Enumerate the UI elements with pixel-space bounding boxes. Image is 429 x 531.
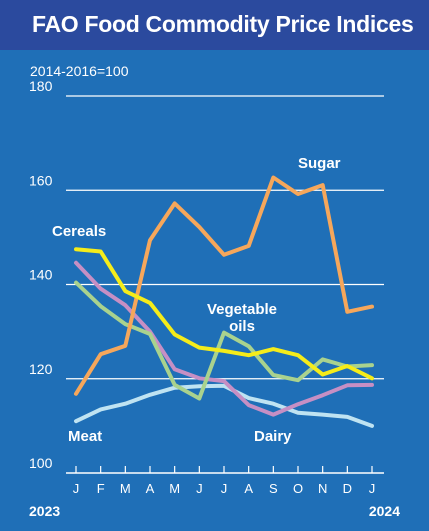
x-tick-label-6: J	[221, 481, 228, 496]
series-line-sugar	[74, 175, 374, 396]
x-tick-label-12: J	[369, 481, 376, 496]
series-label-vegetable-oils: Vegetable oils	[207, 301, 277, 335]
chart-title: FAO Food Commodity Price Indices	[32, 11, 414, 37]
x-tick-label-3: A	[146, 481, 155, 496]
x-tick-label-11: D	[343, 481, 352, 496]
year-label-2024: 2024	[369, 503, 400, 519]
y-tick-label-180: 180	[29, 78, 53, 94]
series-line-cereals	[74, 247, 374, 381]
y-tick-label-100: 100	[29, 455, 53, 471]
title-bar: FAO Food Commodity Price Indices	[0, 0, 429, 50]
y-tick-label-160: 160	[29, 172, 53, 188]
x-tick-label-8: S	[269, 481, 278, 496]
series-line-meat	[74, 383, 374, 428]
series-line-vegetable-oils	[74, 280, 374, 401]
x-tick-label-5: J	[196, 481, 203, 496]
year-label-2023: 2023	[29, 503, 60, 519]
series-label-cereals: Cereals	[52, 223, 106, 240]
x-tick-label-1: F	[97, 481, 105, 496]
x-tick-label-10: N	[318, 481, 327, 496]
x-tick-label-4: M	[169, 481, 180, 496]
series-label-dairy: Dairy	[254, 428, 292, 445]
series-label-meat: Meat	[68, 428, 102, 445]
series-label-sugar: Sugar	[298, 155, 341, 172]
x-tick-label-0: J	[73, 481, 80, 496]
series-line-dairy	[74, 260, 374, 417]
x-tick-label-7: A	[244, 481, 253, 496]
y-tick-label-120: 120	[29, 361, 53, 377]
x-tick-label-2: M	[120, 481, 131, 496]
y-tick-label-140: 140	[29, 267, 53, 283]
base-period-note: 2014-2016=100	[30, 63, 129, 79]
x-tick-label-9: O	[293, 481, 303, 496]
